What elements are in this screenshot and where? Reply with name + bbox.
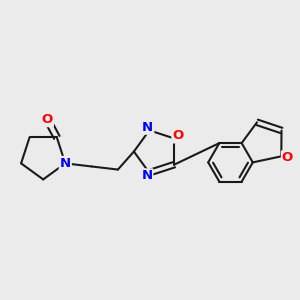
Text: O: O: [172, 130, 184, 142]
Text: N: N: [60, 157, 71, 170]
Text: N: N: [142, 121, 153, 134]
Text: O: O: [282, 152, 293, 164]
Text: O: O: [42, 113, 53, 126]
Text: N: N: [141, 169, 152, 182]
